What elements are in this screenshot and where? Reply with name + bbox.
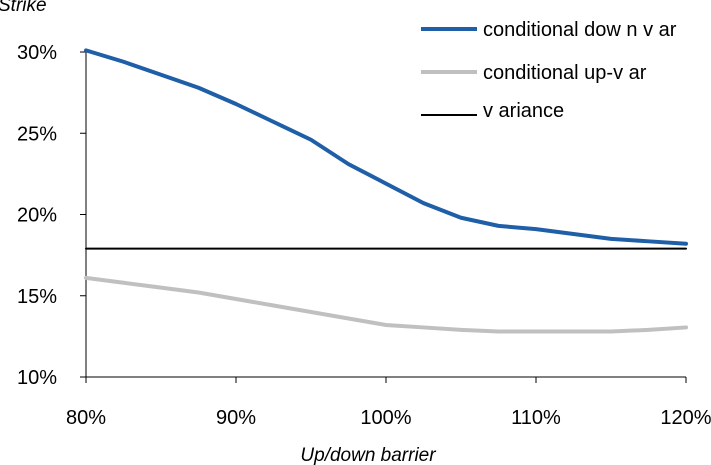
series-line-up-var xyxy=(84,275,688,334)
x-ticks: 80% 90% 100% 110% 120% xyxy=(66,377,711,429)
y-axis-title: Strike xyxy=(0,0,47,16)
x-tick-label: 80% xyxy=(66,407,106,429)
x-axis-title: Up/down barrier xyxy=(300,445,436,465)
x-tick-label: 90% xyxy=(216,407,256,429)
y-tick-label: 10% xyxy=(17,367,57,389)
series-line-down-var xyxy=(84,48,688,246)
legend-label-up-var: conditional up-v ar xyxy=(483,62,647,84)
legend-label-down-var: conditional dow n v ar xyxy=(483,19,677,41)
y-tick-label: 15% xyxy=(17,286,57,308)
legend-label-variance: v ariance xyxy=(483,100,564,122)
x-tick-label: 100% xyxy=(360,407,411,429)
y-tick-label: 20% xyxy=(17,205,57,227)
x-tick-label: 120% xyxy=(660,407,711,429)
legend: conditional dow n v ar conditional up-v … xyxy=(421,19,677,122)
y-ticks: 10% 15% 20% 25% 30% xyxy=(17,42,86,389)
series-lines xyxy=(84,48,688,334)
x-tick-label: 110% xyxy=(511,407,561,429)
y-tick-label: 30% xyxy=(17,42,57,64)
y-tick-label: 25% xyxy=(17,123,57,145)
